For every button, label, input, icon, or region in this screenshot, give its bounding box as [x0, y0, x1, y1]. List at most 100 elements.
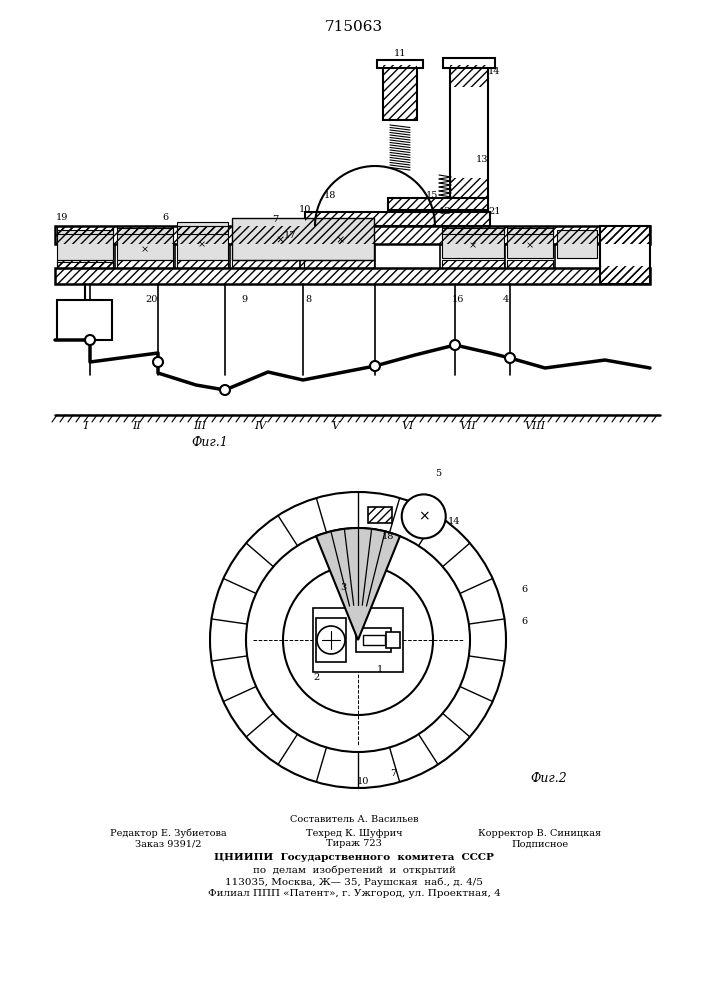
Bar — [600, 266, 650, 284]
Text: Филиал ППП «Патент», г. Ужгород, ул. Проектная, 4: Филиал ППП «Патент», г. Ужгород, ул. Про… — [208, 890, 501, 898]
Bar — [57, 260, 113, 268]
Text: ×: × — [275, 235, 285, 245]
Bar — [600, 226, 650, 284]
Circle shape — [85, 335, 95, 345]
Text: ×: × — [526, 241, 534, 250]
Bar — [450, 65, 488, 200]
Text: III: III — [194, 421, 206, 431]
Text: по  делам  изобретений  и  открытий: по делам изобретений и открытий — [252, 865, 455, 875]
Text: ×: × — [335, 235, 345, 245]
Bar — [450, 65, 488, 87]
Text: 14: 14 — [488, 68, 501, 77]
Text: 18: 18 — [382, 532, 395, 541]
Bar — [388, 198, 488, 210]
Bar — [442, 228, 504, 258]
Circle shape — [505, 353, 515, 363]
Text: 21: 21 — [489, 208, 501, 217]
Text: 16: 16 — [452, 296, 464, 304]
Text: 6: 6 — [521, 617, 527, 626]
Bar — [57, 300, 112, 340]
Bar — [57, 262, 113, 268]
Text: Техред К. Шуфрич: Техред К. Шуфрич — [305, 828, 402, 838]
Bar — [304, 260, 374, 268]
Circle shape — [246, 528, 470, 752]
Text: ×: × — [198, 240, 206, 249]
Circle shape — [220, 385, 230, 395]
Bar — [55, 268, 650, 284]
Text: VIII: VIII — [525, 421, 546, 431]
Text: 10: 10 — [357, 778, 369, 786]
Bar — [377, 60, 423, 68]
Bar — [55, 226, 650, 244]
Text: 1: 1 — [377, 666, 383, 674]
Text: 18: 18 — [324, 190, 337, 200]
Text: I: I — [83, 421, 87, 431]
Bar — [383, 65, 417, 120]
Text: 12: 12 — [439, 208, 451, 217]
Text: ×: × — [141, 245, 149, 254]
Text: VI: VI — [402, 421, 414, 431]
Circle shape — [317, 626, 345, 654]
Circle shape — [283, 565, 433, 715]
Bar — [507, 260, 553, 268]
Text: 6: 6 — [162, 213, 168, 222]
Text: ЦНИИПИ  Государственного  комитета  СССР: ЦНИИПИ Государственного комитета СССР — [214, 854, 494, 862]
Text: Фиг.1: Фиг.1 — [192, 436, 228, 450]
Bar — [442, 260, 504, 268]
Text: 5: 5 — [435, 470, 441, 479]
Bar — [232, 260, 304, 268]
Text: Заказ 9391/2: Заказ 9391/2 — [135, 840, 201, 848]
Text: 715063: 715063 — [325, 20, 383, 34]
Text: 2: 2 — [313, 674, 319, 682]
Text: 4: 4 — [503, 296, 509, 304]
Text: 7: 7 — [272, 216, 278, 225]
Text: Редактор Е. Зубиетова: Редактор Е. Зубиетова — [110, 828, 226, 838]
Text: 8: 8 — [305, 296, 311, 304]
Text: II: II — [133, 421, 141, 431]
Text: Тираж 723: Тираж 723 — [326, 840, 382, 848]
Bar — [356, 628, 391, 652]
Text: 14: 14 — [448, 517, 460, 526]
Bar — [177, 222, 228, 260]
Text: 3: 3 — [340, 584, 346, 592]
Bar — [313, 608, 403, 672]
Circle shape — [210, 492, 506, 788]
Bar — [305, 212, 490, 226]
Bar — [507, 228, 553, 258]
Bar — [305, 212, 490, 226]
Bar — [57, 230, 113, 260]
Text: Составитель А. Васильев: Составитель А. Васильев — [290, 816, 419, 824]
Bar — [117, 226, 173, 234]
Bar — [232, 218, 374, 260]
Bar — [450, 178, 488, 200]
Bar — [177, 226, 228, 234]
Bar — [55, 226, 650, 244]
Bar — [388, 198, 488, 210]
Text: ×: × — [469, 241, 477, 250]
Text: Фиг.2: Фиг.2 — [530, 772, 567, 784]
Text: ×: × — [418, 509, 430, 523]
Text: 19: 19 — [56, 213, 68, 222]
Bar — [117, 228, 173, 260]
Bar — [55, 268, 650, 284]
Text: 10: 10 — [299, 206, 311, 215]
Circle shape — [153, 357, 163, 367]
Text: 7: 7 — [390, 770, 396, 778]
Text: 17: 17 — [284, 231, 296, 239]
Bar — [600, 226, 650, 244]
Bar — [368, 507, 392, 523]
Circle shape — [402, 494, 445, 538]
Text: 13: 13 — [476, 155, 489, 164]
Circle shape — [370, 361, 380, 371]
Text: V: V — [331, 421, 339, 431]
Bar — [386, 632, 400, 648]
Bar — [177, 260, 228, 268]
Text: 15: 15 — [426, 190, 438, 200]
Bar — [383, 65, 417, 120]
Bar — [316, 618, 346, 662]
Bar — [507, 226, 553, 234]
Bar — [57, 226, 113, 234]
Text: 20: 20 — [146, 296, 158, 304]
Bar — [443, 58, 495, 68]
Bar — [363, 635, 385, 645]
